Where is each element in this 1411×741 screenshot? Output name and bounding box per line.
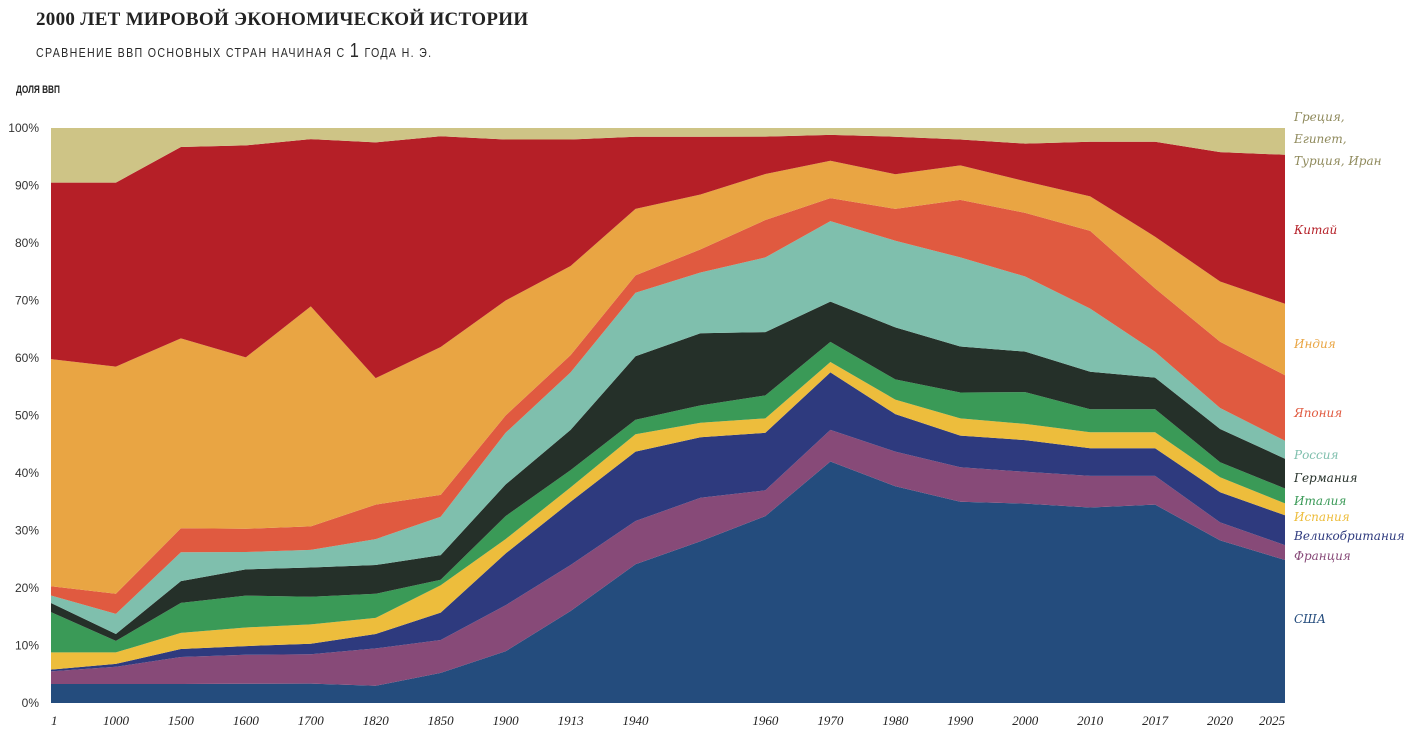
legend-label: Египет,	[1293, 132, 1347, 146]
y-tick-label: 90%	[15, 179, 39, 193]
area-2	[51, 429, 1285, 686]
x-tick-label: 1913	[558, 713, 585, 728]
y-axis-title: ДОЛЯ ВВП	[16, 84, 60, 96]
area-5	[51, 341, 1285, 653]
area-7	[51, 221, 1285, 634]
legend-label: Китай	[1293, 223, 1337, 237]
x-tick-label: 1000	[103, 713, 130, 728]
x-tick-label: 1900	[493, 713, 520, 728]
x-tick-label: 1600	[233, 713, 260, 728]
legend-label: Греция,	[1293, 110, 1345, 124]
y-tick-label: 20%	[15, 581, 39, 595]
y-tick-label: 10%	[15, 639, 39, 653]
x-tick-label: 1500	[168, 713, 195, 728]
y-axis-ticks: 0% 10% 20% 30% 40% 50% 60% 70% 80% 90% 100%	[8, 121, 39, 710]
y-tick-label: 40%	[15, 466, 39, 480]
y-tick-label: 100%	[8, 121, 39, 135]
x-tick-label: 2017	[1142, 713, 1169, 728]
area-10	[51, 134, 1285, 379]
x-tick-label: 2010	[1077, 713, 1104, 728]
y-tick-label: 70%	[15, 294, 39, 308]
area-11	[51, 128, 1285, 183]
legend-label: Франция	[1294, 549, 1351, 563]
legend-label: Германия	[1293, 471, 1357, 485]
x-tick-label: 1850	[428, 713, 455, 728]
legend-label: США	[1294, 612, 1326, 626]
area-8	[51, 198, 1285, 614]
x-tick-label: 1960	[752, 713, 779, 728]
x-axis-ticks: 1 1000 1500 1600 1700 1820 1850 1900 1913 1940 196…	[51, 713, 1286, 728]
x-tick-label: 2025	[1259, 713, 1286, 728]
x-tick-label: 1700	[298, 713, 325, 728]
legend-label: Япония	[1293, 406, 1342, 420]
chart-subtitle: СРАВНЕНИЕ ВВП ОСНОВНЫХ СТРАН НАЧИНАЯ С 1…	[36, 40, 432, 63]
y-tick-label: 80%	[15, 236, 39, 250]
chart-title: 2000 ЛЕТ МИРОВОЙ ЭКОНОМИЧЕСКОЙ ИСТОРИИ	[36, 9, 529, 30]
x-tick-label: 1990	[947, 713, 974, 728]
x-tick-label: 1940	[623, 713, 650, 728]
legend: Греция, Египет, Турция, Иран Китай Индия Япон…	[1293, 110, 1405, 626]
area-4	[51, 362, 1285, 670]
y-tick-label: 50%	[15, 409, 39, 423]
x-tick-label: 1970	[817, 713, 844, 728]
x-tick-label: 2020	[1207, 713, 1234, 728]
subtitle-suffix: ГОДА Н. Э.	[360, 45, 433, 60]
legend-label: Индия	[1293, 337, 1336, 351]
x-tick-label: 1	[51, 713, 58, 728]
area-1	[51, 461, 1285, 703]
area-3	[51, 372, 1285, 672]
x-tick-label: 1820	[363, 713, 390, 728]
y-tick-label: 30%	[15, 524, 39, 538]
legend-label: Великобритания	[1293, 529, 1405, 543]
area-6	[51, 301, 1285, 641]
legend-label: Италия	[1293, 494, 1346, 508]
subtitle-prefix: СРАВНЕНИЕ ВВП ОСНОВНЫХ СТРАН НАЧИНАЯ С	[36, 45, 350, 60]
area-9	[51, 160, 1285, 594]
area-layers	[51, 128, 1285, 703]
legend-label: Испания	[1293, 510, 1350, 524]
legend-label: Россия	[1293, 448, 1338, 462]
subtitle-year: 1	[349, 40, 361, 62]
x-tick-label: 2000	[1012, 713, 1039, 728]
legend-label: Турция, Иран	[1294, 154, 1382, 168]
y-tick-label: 0%	[22, 696, 40, 710]
x-tick-label: 1980	[882, 713, 909, 728]
y-tick-label: 60%	[15, 351, 39, 365]
